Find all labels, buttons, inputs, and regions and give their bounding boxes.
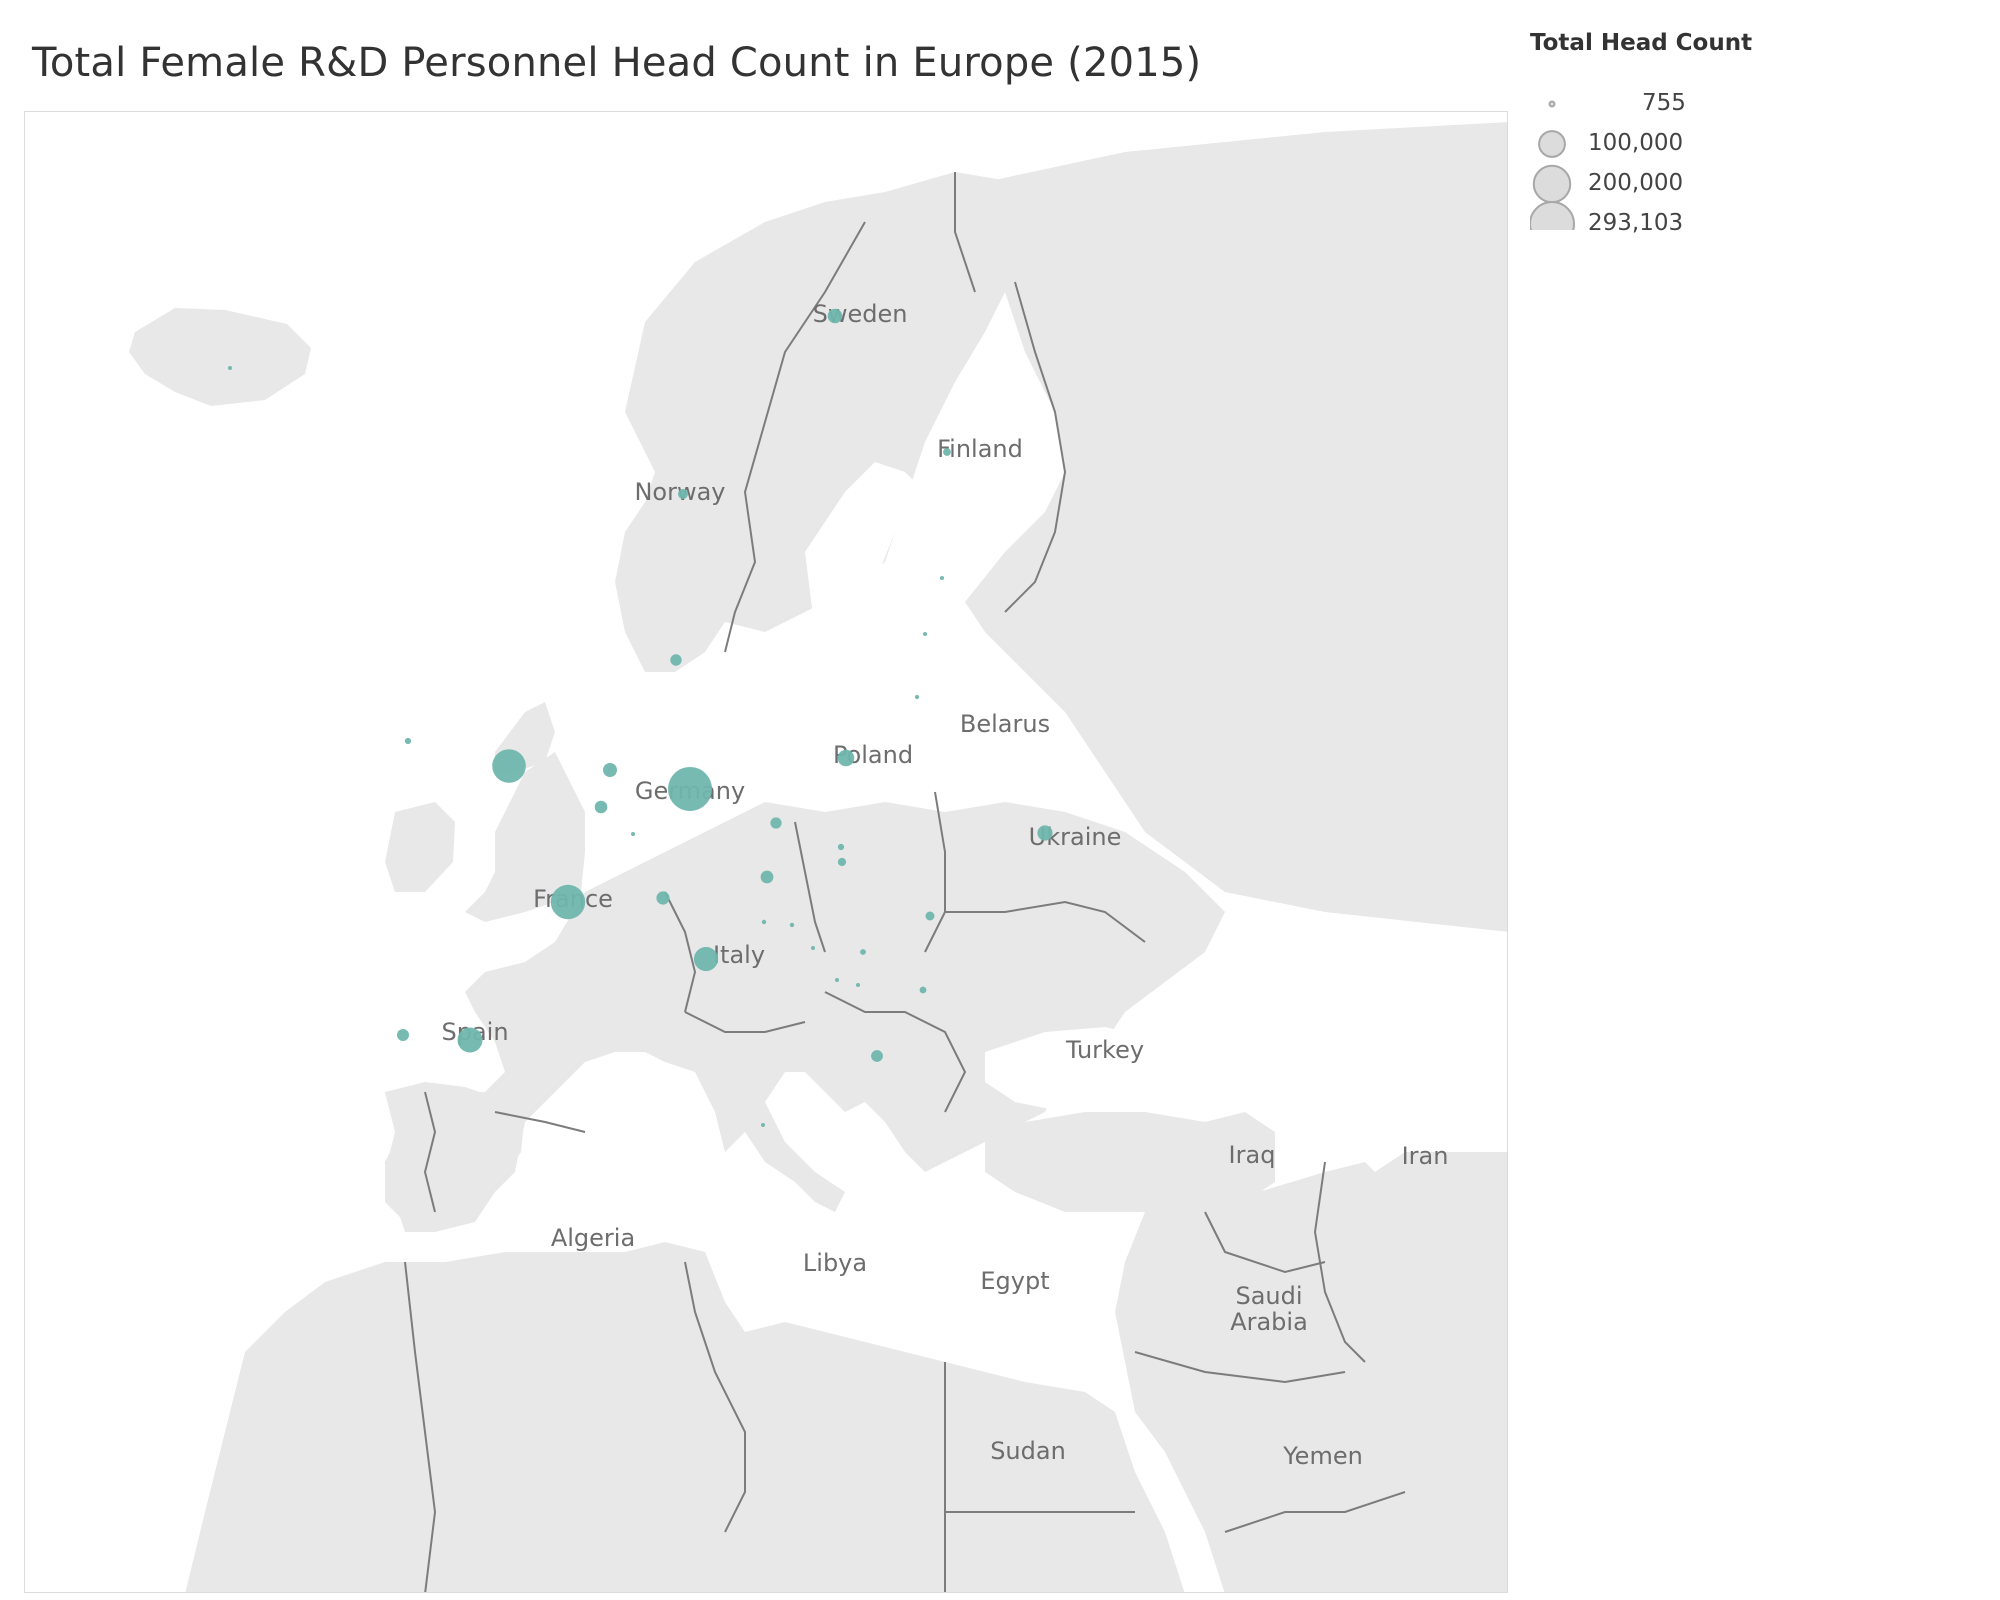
marker-greece[interactable] — [871, 1050, 883, 1062]
country-labels: SwedenFinlandNorwayBelarusPolandGermanyU… — [441, 300, 1448, 1470]
map-label-algeria: Algeria — [551, 1224, 635, 1252]
marker-lithuania[interactable] — [914, 694, 920, 700]
marker-italy[interactable] — [693, 946, 719, 972]
marker-poland[interactable] — [837, 749, 855, 767]
map-label-finland: Finland — [937, 435, 1023, 463]
marker-austria[interactable] — [760, 870, 774, 884]
marker-hungary[interactable] — [837, 857, 847, 867]
border-algeria-libya — [684, 1261, 746, 1533]
map-canvas: SwedenFinlandNorwayBelarusPolandGermanyU… — [129, 122, 1507, 1592]
marker-united-kingdom[interactable] — [492, 749, 526, 783]
markers — [228, 308, 1053, 1127]
map-label-italy: Italy — [713, 941, 765, 969]
marker-slovenia[interactable] — [761, 919, 767, 925]
border-france-spain — [494, 1111, 586, 1133]
border-saudi-yemen — [1224, 1491, 1406, 1533]
map-label-sweden: Sweden — [813, 300, 908, 328]
land-finland-russia — [965, 122, 1507, 932]
map-label-iran: Iran — [1402, 1142, 1449, 1170]
map-label-belarus: Belarus — [960, 710, 1050, 738]
border-finland-russia — [1004, 281, 1067, 613]
marker-norway[interactable] — [678, 489, 688, 499]
legend-size-swatch-3 — [1532, 164, 1572, 204]
land-north-africa — [185, 1242, 1185, 1592]
marker-sweden[interactable] — [827, 308, 843, 324]
marker-switzerland[interactable] — [656, 891, 670, 905]
map-label-saudi-arabia-1: Saudi — [1235, 1282, 1302, 1310]
marker-latvia[interactable] — [923, 632, 927, 636]
land-iberia — [385, 1082, 525, 1232]
land-layer — [129, 122, 1507, 1592]
marker-serbia[interactable] — [860, 949, 866, 955]
marker-north-macedonia[interactable] — [856, 983, 860, 987]
legend-size-swatch-1 — [1548, 100, 1556, 108]
land-middle-east — [1115, 1152, 1507, 1592]
marker-czech-republic[interactable] — [770, 817, 782, 829]
water-caspian — [1325, 992, 1405, 1172]
marker-luxembourg[interactable] — [631, 832, 635, 836]
border-turkey-iraq — [1204, 1211, 1326, 1274]
land-ireland — [385, 802, 455, 892]
land-continent — [385, 802, 1225, 1222]
marker-slovakia[interactable] — [837, 843, 845, 851]
marker-france[interactable] — [550, 884, 586, 920]
legend-size-label-3: 200,000 — [1588, 170, 1684, 196]
map-label-egypt: Egypt — [980, 1267, 1049, 1295]
land-scandinavia — [615, 172, 1065, 672]
legend-title: Total Head Count — [1530, 30, 1753, 56]
marker-finland[interactable] — [943, 448, 951, 456]
map-label-iraq: Iraq — [1229, 1141, 1276, 1169]
border-iraq-saudi — [1134, 1351, 1346, 1384]
marker-iceland[interactable] — [228, 366, 232, 370]
legend-symbols — [1530, 100, 1575, 230]
border-iraq-iran — [1313, 1161, 1366, 1363]
border-italy-alps — [684, 1011, 806, 1033]
border-belarus-ukraine — [945, 900, 1146, 943]
border-layer — [404, 172, 1406, 1592]
border-poland-belarus — [924, 791, 946, 953]
border-spain-portugal — [423, 1091, 437, 1213]
marker-belgium[interactable] — [594, 800, 608, 814]
legend-size-label-4: 293,103 — [1588, 210, 1684, 236]
marker-montenegro[interactable] — [835, 978, 839, 982]
marker-netherlands[interactable] — [603, 763, 617, 777]
map-label-yemen: Yemen — [1282, 1442, 1363, 1470]
legend-size-label-2: 100,000 — [1588, 130, 1684, 156]
border-sweden-finland — [954, 172, 976, 293]
legend-size-swatch-2 — [1538, 130, 1566, 158]
marker-germany[interactable] — [668, 767, 712, 811]
map[interactable]: SwedenFinlandNorwayBelarusPolandGermanyU… — [24, 111, 1508, 1593]
legend-size-swatch-4 — [1530, 201, 1575, 230]
land-uk — [465, 752, 585, 922]
land-turkey — [985, 1112, 1275, 1212]
land-italy — [715, 1072, 845, 1212]
marker-ireland[interactable] — [404, 737, 412, 745]
map-label-turkey: Turkey — [1065, 1036, 1144, 1064]
map-label-sudan: Sudan — [990, 1437, 1066, 1465]
border-norway-sweden — [724, 221, 866, 653]
marker-romania[interactable] — [925, 911, 935, 921]
marker-estonia[interactable] — [940, 576, 944, 580]
water-black-sea — [985, 1027, 1205, 1112]
border-algeria-west — [404, 1261, 437, 1592]
map-label-libya: Libya — [803, 1249, 867, 1277]
water-baltic — [745, 462, 925, 792]
border-germany-poland — [794, 821, 826, 953]
marker-denmark[interactable] — [670, 654, 682, 666]
border-balkans — [824, 991, 967, 1113]
size-legend: Total Head Count 755 100,000 200,000 293,10… — [1530, 30, 1830, 236]
legend-size-label-1: 755 — [1642, 90, 1686, 116]
marker-croatia[interactable] — [789, 922, 795, 928]
marker-portugal[interactable] — [397, 1029, 409, 1041]
marker-bulgaria[interactable] — [919, 986, 927, 994]
map-label-saudi-arabia-2: Arabia — [1230, 1308, 1308, 1336]
land-iceland — [129, 308, 311, 406]
marker-bosnia-and-herzegovina[interactable] — [811, 946, 815, 950]
border-france-germany — [664, 891, 697, 1013]
marker-spain[interactable] — [457, 1027, 483, 1053]
marker-ukraine[interactable] — [1037, 825, 1053, 841]
chart-title: Total Female R&D Personnel Head Count in… — [32, 40, 1202, 86]
marker-malta[interactable] — [761, 1123, 765, 1127]
